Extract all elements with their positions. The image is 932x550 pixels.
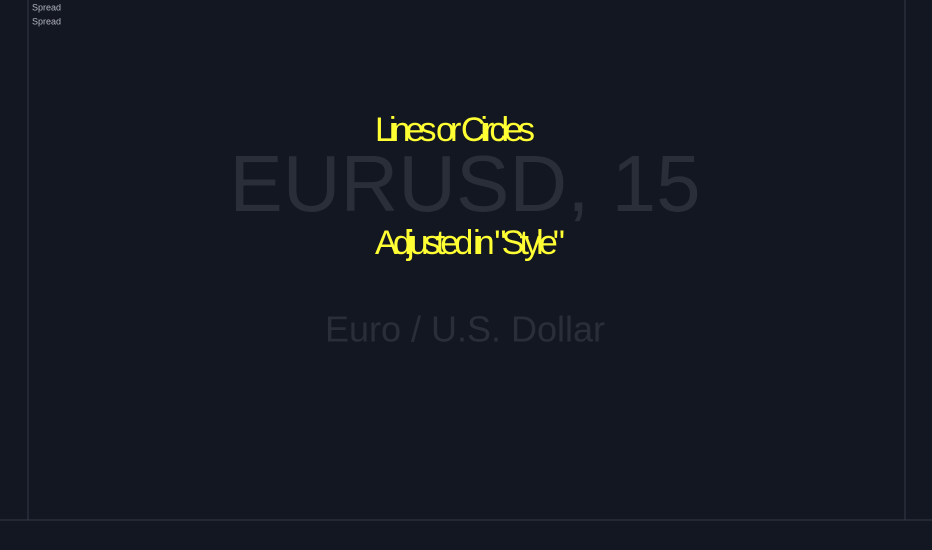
annotation: Lines or Circles bbox=[375, 111, 535, 149]
watermark: EURUSD, 15 bbox=[229, 139, 700, 228]
indicator-label: Spread bbox=[32, 16, 61, 26]
watermark-subtitle: Euro / U.S. Dollar bbox=[325, 309, 605, 350]
annotation: Adjusted in "Style" bbox=[375, 224, 565, 262]
indicator-label: Spread bbox=[32, 2, 61, 12]
